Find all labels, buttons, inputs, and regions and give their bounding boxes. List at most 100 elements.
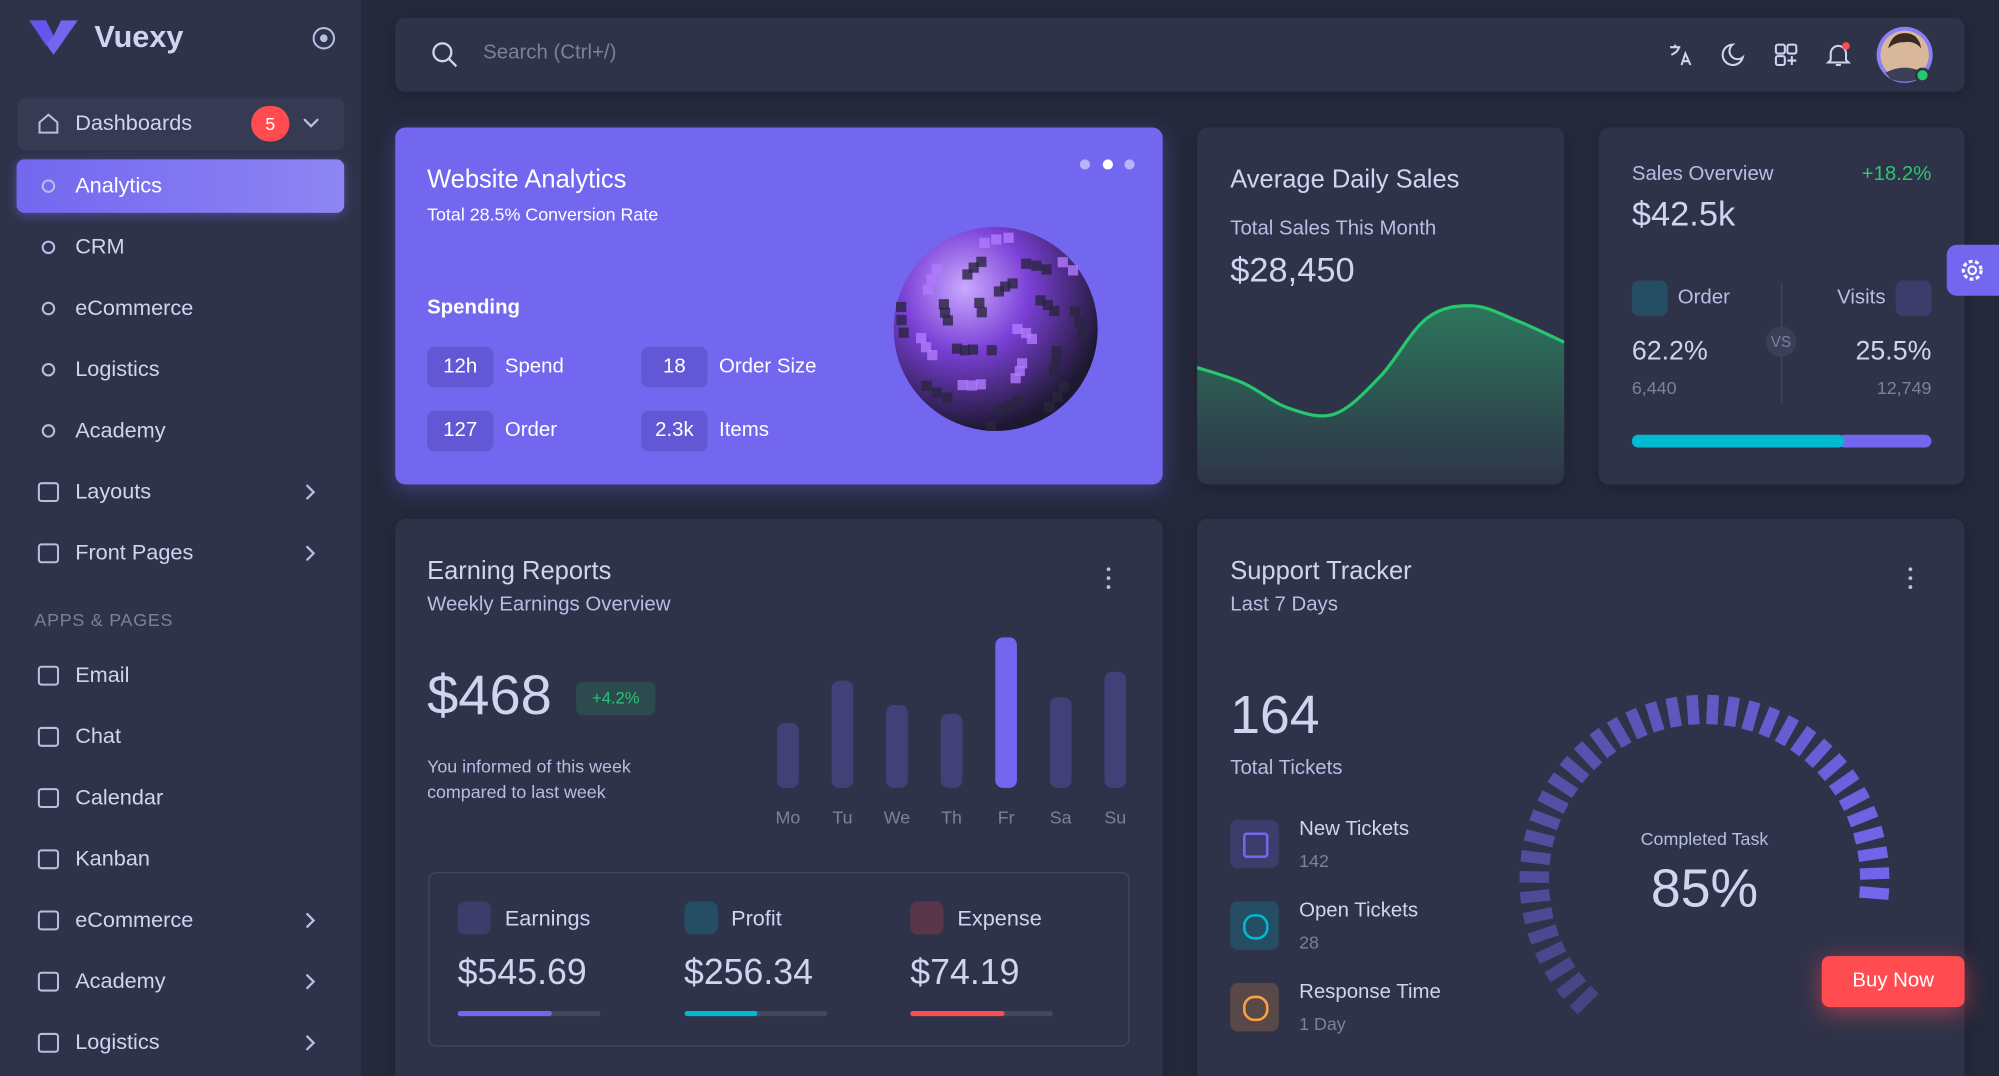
x-tick-label: Mo (775, 808, 800, 828)
menu-icon (41, 240, 56, 255)
sphere-cube (921, 380, 932, 391)
menu-label[interactable]: Academy (75, 968, 166, 994)
total-label: Total Tickets (1230, 757, 1343, 779)
sidebar: Vuexy Dashboards 5 Analytics CRM eCommerce Log… (0, 0, 361, 1076)
sphere-cube (1014, 365, 1025, 377)
icon-shape (41, 424, 56, 438)
card-subtitle: Total Sales This Month (1230, 218, 1437, 240)
stat-label: Profit (731, 906, 782, 931)
search-input[interactable]: Search (Ctrl+/) (483, 42, 617, 64)
menu-item[interactable] (17, 98, 345, 151)
stat-label: Order (504, 419, 557, 442)
gauge-segment (1519, 889, 1551, 904)
sphere-cube (942, 315, 953, 326)
submenu-label[interactable]: Academy (75, 418, 166, 443)
carousel-dot[interactable] (1079, 159, 1091, 170)
icon-shape (41, 179, 56, 193)
gauge-segment (1774, 715, 1799, 747)
bar (886, 705, 908, 788)
submenu-label[interactable]: Logistics (75, 356, 160, 382)
toolbar-icon[interactable] (1825, 42, 1852, 67)
active-item[interactable] (16, 159, 345, 213)
menu-label[interactable]: Logistics (75, 1030, 160, 1055)
menu-dot[interactable] (1908, 585, 1913, 589)
sphere-cube (993, 286, 1005, 297)
stat-chip: 12h (427, 346, 494, 388)
menu-icon (37, 910, 60, 931)
sparkline (1197, 304, 1565, 485)
carousel-dot[interactable] (1102, 159, 1113, 170)
menu-label[interactable]: Email (75, 662, 130, 688)
icon-shape (37, 971, 60, 992)
submenu-label[interactable]: eCommerce (75, 295, 194, 320)
menu-label: Dashboards (75, 110, 193, 136)
submenu-label[interactable]: Analytics (75, 173, 162, 198)
gauge-segment (1686, 694, 1700, 725)
icon-shape (1787, 56, 1797, 66)
sphere-cube (1049, 305, 1060, 317)
icon-shape (1774, 55, 1786, 67)
submenu-label[interactable]: CRM (75, 234, 125, 259)
menu-dot[interactable] (1908, 567, 1913, 572)
buy-now-button[interactable]: Buy Now (1821, 956, 1965, 1008)
carousel-dot[interactable] (1124, 159, 1135, 170)
ticket-icon-glyph (1242, 914, 1269, 940)
gauge-segment (1527, 924, 1560, 945)
share-bar (1631, 434, 1932, 448)
sphere-cube (896, 301, 907, 313)
bar (940, 713, 963, 788)
menu-label[interactable]: Kanban (75, 846, 150, 871)
toolbar-icon[interactable] (1720, 42, 1745, 67)
sphere-cube (920, 342, 932, 353)
menu-label[interactable]: Calendar (75, 785, 164, 810)
customizer-toggle[interactable] (1946, 244, 1999, 296)
icon-shape (41, 301, 56, 316)
stat-label: Spend (504, 355, 564, 378)
gauge-segment (1625, 707, 1648, 740)
sphere-cube (1058, 381, 1070, 392)
stat-label: Order Size (719, 355, 817, 378)
gauge-segment (1846, 805, 1879, 828)
menu-icon (37, 788, 60, 809)
chevron (306, 974, 316, 990)
menu-dot[interactable] (1106, 567, 1111, 572)
sphere-cube (926, 274, 937, 285)
menu-label[interactable]: Chat (75, 724, 122, 749)
gauge-segment (1790, 725, 1817, 757)
gauge-segment (1529, 809, 1561, 831)
stat-label: Expense (957, 906, 1042, 931)
menu-dot[interactable] (1106, 576, 1111, 581)
progress (457, 1010, 601, 1017)
sphere-cube (931, 387, 942, 398)
chevron (306, 912, 316, 928)
stat-icon (457, 901, 491, 935)
ticket-icon-glyph (1242, 832, 1269, 858)
sphere-cube (927, 349, 938, 361)
icon-shape (1825, 44, 1852, 67)
menu-label[interactable]: eCommerce (75, 907, 194, 932)
menu-label[interactable]: Front Pages (75, 540, 194, 565)
sphere-cube (962, 269, 973, 280)
sphere-illustration (893, 226, 1098, 431)
bar-chart: Mo Tu We Th Fr Sa Su (775, 637, 1126, 828)
gauge-segment (1559, 755, 1590, 784)
sphere-cube (1012, 323, 1023, 335)
menu-label[interactable]: Layouts (75, 479, 152, 504)
total: 164 (1230, 684, 1320, 745)
sphere-cube (1044, 401, 1055, 413)
search-lens (432, 42, 453, 63)
toolbar-icon[interactable] (1668, 42, 1693, 67)
sphere-cube (896, 314, 907, 326)
menu-dot[interactable] (1106, 585, 1111, 589)
stat-amount: $74.19 (910, 952, 1020, 992)
progress-fill (683, 1010, 757, 1017)
toolbar-icon[interactable] (1773, 42, 1798, 67)
card-subtitle: Weekly Earnings Overview (427, 594, 671, 616)
sphere-cube (1026, 333, 1038, 345)
gauge-segment (1645, 701, 1665, 733)
avatar[interactable] (1876, 26, 1936, 86)
menu-icon (41, 424, 56, 438)
menu-dot[interactable] (1908, 576, 1913, 581)
stat-label: Order (1677, 286, 1730, 309)
